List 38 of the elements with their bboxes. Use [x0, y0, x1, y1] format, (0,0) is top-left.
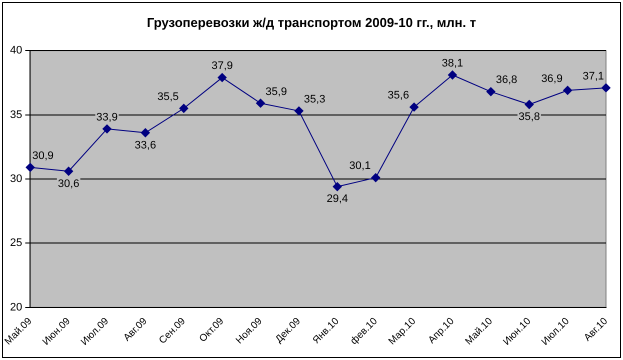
- data-label: 35,3: [304, 93, 326, 106]
- chart-title: Грузоперевозки ж/д транспортом 2009-10 гг., млн. т: [146, 15, 478, 30]
- data-label: 29,4: [326, 193, 348, 206]
- point: [332, 182, 342, 192]
- data-label: 35,6: [388, 90, 410, 102]
- data-label: 35,5: [157, 90, 179, 103]
- point: [218, 73, 227, 82]
- point: [410, 102, 419, 112]
- point: [486, 87, 496, 96]
- point: [524, 100, 534, 110]
- data-label: 35,9: [266, 86, 287, 98]
- point: [64, 166, 74, 176]
- data-label: 35,8: [518, 111, 540, 124]
- data-label: 33,9: [96, 111, 118, 124]
- data-label: 36,8: [496, 74, 518, 86]
- data-label: 30,9: [32, 150, 54, 162]
- point: [563, 86, 572, 95]
- data-label: 33,6: [134, 139, 156, 152]
- y-tick-label: 20: [10, 301, 22, 314]
- point: [371, 173, 380, 182]
- y-tick-label: 25: [10, 237, 22, 250]
- point: [256, 98, 266, 108]
- data-label: 36,9: [541, 72, 563, 85]
- y-tick-label: 35: [10, 108, 22, 121]
- point: [26, 162, 35, 172]
- data-label: 38,1: [442, 58, 464, 70]
- point: [102, 124, 112, 134]
- data-label: 30,1: [349, 160, 371, 172]
- data-label: 30,6: [58, 178, 80, 190]
- point: [294, 106, 304, 116]
- y-tick-label: 30: [10, 172, 22, 185]
- data-label: 37,1: [582, 70, 604, 82]
- point: [602, 83, 610, 92]
- point: [448, 70, 457, 80]
- point: [140, 128, 150, 138]
- y-tick-label: 40: [10, 44, 22, 57]
- point: [179, 104, 188, 113]
- data-label: 37,9: [211, 60, 233, 72]
